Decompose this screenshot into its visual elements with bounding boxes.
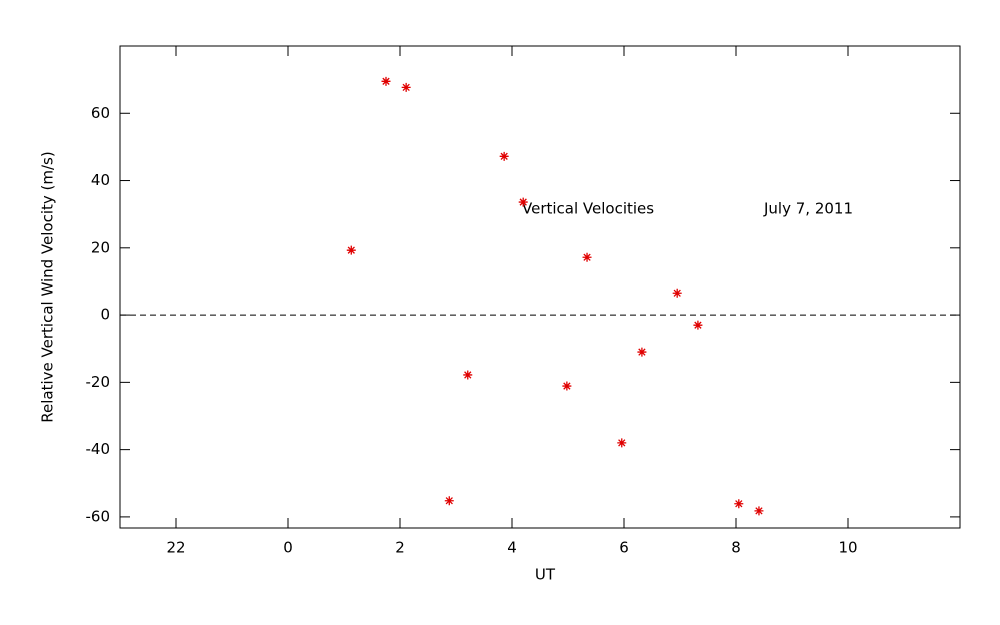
y-tick-label: 60 bbox=[91, 104, 110, 122]
point bbox=[637, 347, 647, 357]
x-tick-label: 22 bbox=[166, 539, 185, 557]
point bbox=[582, 252, 592, 262]
x-tick-label: 0 bbox=[283, 539, 293, 557]
point bbox=[734, 499, 744, 509]
point bbox=[754, 506, 764, 516]
x-tick-label: 2 bbox=[395, 539, 405, 557]
point bbox=[617, 438, 627, 448]
point bbox=[518, 197, 528, 207]
point bbox=[346, 245, 356, 255]
x-tick-label: 8 bbox=[731, 539, 741, 557]
point bbox=[444, 496, 454, 506]
x-tick-label: 6 bbox=[619, 539, 629, 557]
y-axis-label: Relative Vertical Wind Velocity (m/s) bbox=[39, 151, 57, 422]
point bbox=[401, 82, 411, 92]
x-tick-label: 4 bbox=[507, 539, 517, 557]
annotation: Vertical Velocities bbox=[522, 200, 654, 218]
y-tick-label: -60 bbox=[86, 507, 111, 525]
point bbox=[693, 320, 703, 330]
y-tick-label: -20 bbox=[86, 373, 111, 391]
point bbox=[672, 288, 682, 298]
point bbox=[381, 76, 391, 86]
plot-frame bbox=[119, 45, 961, 529]
x-axis-label: UT bbox=[535, 566, 556, 584]
y-tick-label: 0 bbox=[100, 306, 110, 324]
y-tick-label: -40 bbox=[86, 440, 111, 458]
point bbox=[463, 370, 473, 380]
point bbox=[499, 151, 509, 161]
y-tick-label: 20 bbox=[91, 238, 110, 256]
y-tick-label: 40 bbox=[91, 171, 110, 189]
annotation: July 7, 2011 bbox=[763, 200, 853, 218]
point bbox=[562, 381, 572, 391]
x-tick-label: 10 bbox=[838, 539, 857, 557]
